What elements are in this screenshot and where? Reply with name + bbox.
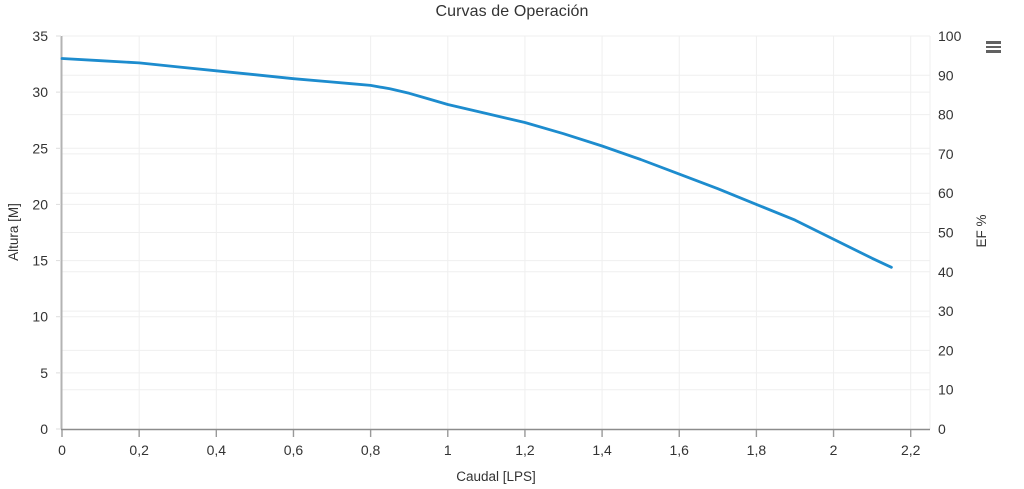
x-tick-label: 1,2 bbox=[515, 442, 535, 458]
y-left-tick-label: 30 bbox=[32, 84, 48, 100]
x-tick-label: 0,4 bbox=[207, 442, 227, 458]
y-right-tick-label: 20 bbox=[938, 342, 954, 358]
x-tick-label: 0,6 bbox=[284, 442, 304, 458]
y-right-tick-label: 40 bbox=[938, 264, 954, 280]
y-right-tick-label: 0 bbox=[938, 421, 946, 437]
y-left-tick-label: 25 bbox=[32, 140, 48, 156]
x-tick-label: 1 bbox=[444, 442, 452, 458]
x-axis-title: Caudal [LPS] bbox=[456, 469, 536, 484]
y-axis-right-title: EF % bbox=[974, 214, 989, 247]
axis-tick-labels: 0 0,2 0,4 0,6 0,8 1 1,2 1,4 1,6 1,8 2 2,2 0 5 10 15 20 25… bbox=[32, 28, 961, 458]
x-tick-label: 2 bbox=[830, 442, 838, 458]
x-tick-label: 2,2 bbox=[901, 442, 921, 458]
y-right-tick-label: 70 bbox=[938, 146, 954, 162]
x-tick-label: 0 bbox=[58, 442, 66, 458]
chart-title: Curvas de Operación bbox=[435, 3, 589, 20]
hamburger-icon bbox=[986, 41, 1002, 53]
y-right-tick-label: 100 bbox=[938, 28, 962, 44]
x-tick-label: 0,8 bbox=[361, 442, 381, 458]
x-tick-label: 1,8 bbox=[747, 442, 767, 458]
series-line-altura bbox=[60, 57, 893, 269]
y-right-tick-label: 90 bbox=[938, 67, 954, 83]
y-right-tick-label: 60 bbox=[938, 185, 954, 201]
y-left-tick-label: 0 bbox=[40, 421, 48, 437]
y-right-tick-label: 80 bbox=[938, 107, 954, 123]
y-left-tick-label: 10 bbox=[32, 309, 48, 325]
y-right-tick-label: 30 bbox=[938, 303, 954, 319]
y-left-tick-label: 35 bbox=[32, 28, 48, 44]
series-lines bbox=[60, 57, 893, 269]
y-axis-left-title: Altura [M] bbox=[6, 203, 21, 261]
x-tick-label: 1,4 bbox=[592, 442, 612, 458]
chart-context-menu-button[interactable] bbox=[983, 38, 1005, 56]
axes bbox=[56, 35, 930, 437]
y-right-tick-label: 10 bbox=[938, 382, 954, 398]
x-tick-label: 1,6 bbox=[670, 442, 690, 458]
y-left-tick-label: 5 bbox=[40, 365, 48, 381]
y-left-tick-label: 15 bbox=[32, 253, 48, 269]
grid-lines bbox=[62, 35, 931, 429]
y-right-tick-label: 50 bbox=[938, 225, 954, 241]
x-tick-label: 0,2 bbox=[129, 442, 149, 458]
y-left-tick-label: 20 bbox=[32, 196, 48, 212]
